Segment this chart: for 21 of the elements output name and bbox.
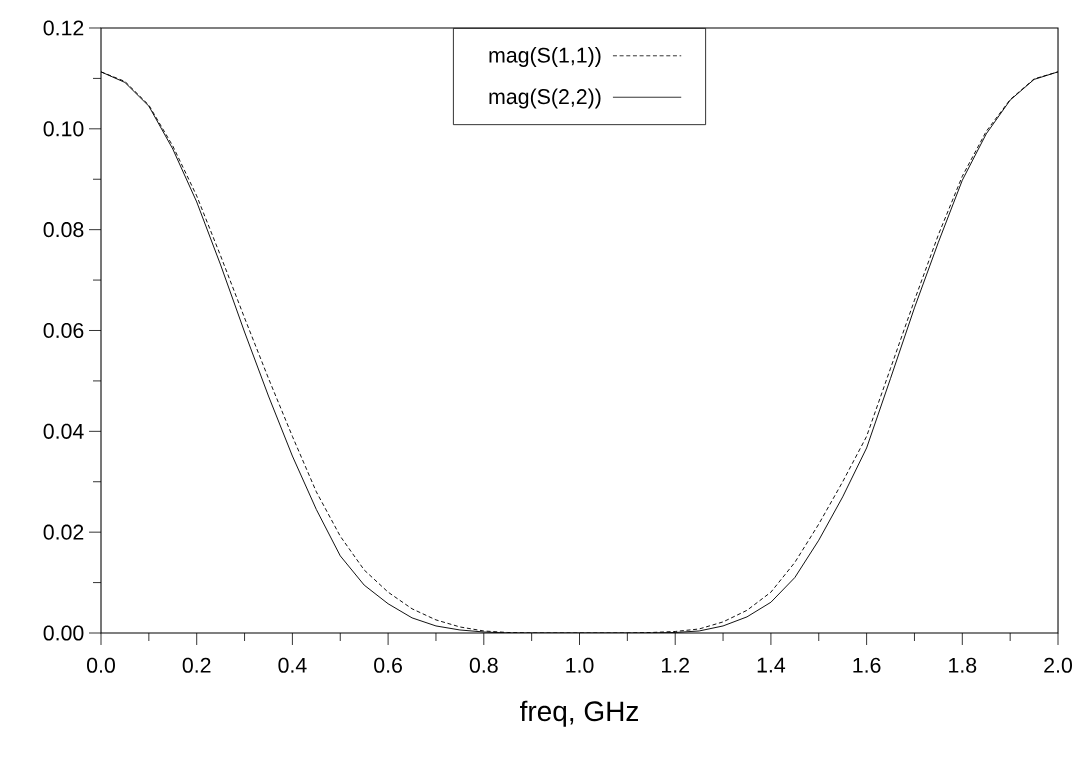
y-tick-label: 0.06 [43,322,84,339]
legend-label: mag(S(2,2)) [489,88,601,109]
y-tick-label: 0.10 [43,121,84,137]
legend-label: mag(S(1,1)) [489,47,601,67]
x-tick-label: 1.0 [566,657,594,673]
y-tick-label: 0.08 [43,222,84,238]
x-tick-label: 2.0 [1044,657,1072,673]
x-tick-label: 1.8 [949,657,977,673]
x-tick-label: 0.6 [374,657,402,673]
x-tick-label: 1.6 [853,657,881,673]
y-tick-label: 0.02 [43,524,84,540]
x-tick-label: 1.2 [662,657,689,673]
y-tick-label: 0.12 [43,20,84,36]
x-tick-label: 1.4 [757,657,786,673]
x-tick-label: 0.0 [87,657,115,673]
x-tick-label: 0.8 [469,657,498,673]
x-tick-label: 0.2 [182,657,211,673]
y-tick-label: 0.04 [43,423,84,439]
x-tick-label: 0.4 [278,657,307,673]
x-axis-title: freq, GHz [520,700,638,727]
y-tick-label: 0.00 [43,625,84,641]
